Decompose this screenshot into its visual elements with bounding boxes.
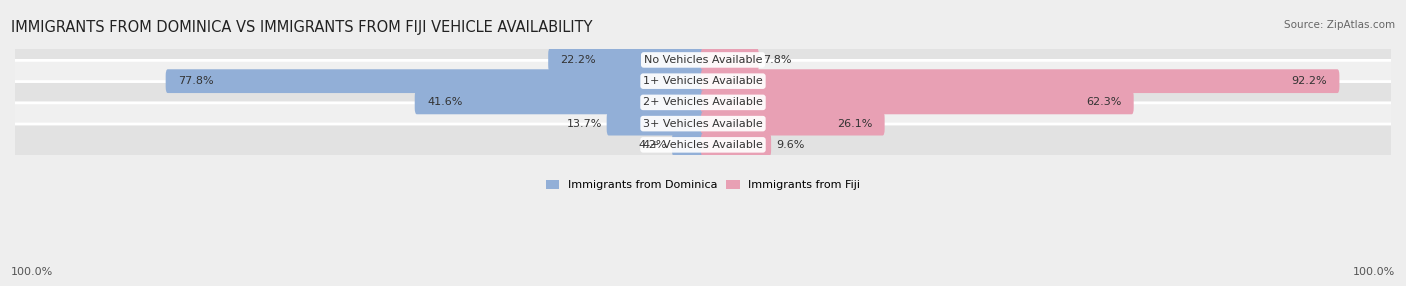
Text: 41.6%: 41.6%: [427, 98, 463, 107]
FancyBboxPatch shape: [702, 112, 884, 136]
FancyBboxPatch shape: [672, 133, 704, 157]
FancyBboxPatch shape: [702, 48, 759, 72]
Text: 77.8%: 77.8%: [179, 76, 214, 86]
Text: 92.2%: 92.2%: [1291, 76, 1327, 86]
FancyBboxPatch shape: [166, 69, 704, 93]
Text: 4.2%: 4.2%: [638, 140, 668, 150]
Text: 7.8%: 7.8%: [763, 55, 792, 65]
Legend: Immigrants from Dominica, Immigrants from Fiji: Immigrants from Dominica, Immigrants fro…: [541, 175, 865, 194]
FancyBboxPatch shape: [548, 48, 704, 72]
FancyBboxPatch shape: [11, 103, 1395, 144]
FancyBboxPatch shape: [11, 39, 1395, 81]
FancyBboxPatch shape: [606, 112, 704, 136]
Text: 100.0%: 100.0%: [11, 267, 53, 277]
FancyBboxPatch shape: [11, 124, 1395, 166]
Text: Source: ZipAtlas.com: Source: ZipAtlas.com: [1284, 20, 1395, 30]
FancyBboxPatch shape: [11, 60, 1395, 102]
Text: 9.6%: 9.6%: [776, 140, 804, 150]
Text: 2+ Vehicles Available: 2+ Vehicles Available: [643, 98, 763, 107]
Text: 3+ Vehicles Available: 3+ Vehicles Available: [643, 119, 763, 129]
Text: 26.1%: 26.1%: [837, 119, 872, 129]
FancyBboxPatch shape: [415, 90, 704, 114]
FancyBboxPatch shape: [702, 90, 1133, 114]
FancyBboxPatch shape: [702, 133, 770, 157]
Text: 13.7%: 13.7%: [567, 119, 602, 129]
Text: 4+ Vehicles Available: 4+ Vehicles Available: [643, 140, 763, 150]
Text: 1+ Vehicles Available: 1+ Vehicles Available: [643, 76, 763, 86]
Text: 22.2%: 22.2%: [561, 55, 596, 65]
Text: 100.0%: 100.0%: [1353, 267, 1395, 277]
Text: No Vehicles Available: No Vehicles Available: [644, 55, 762, 65]
Text: 62.3%: 62.3%: [1085, 98, 1122, 107]
Text: IMMIGRANTS FROM DOMINICA VS IMMIGRANTS FROM FIJI VEHICLE AVAILABILITY: IMMIGRANTS FROM DOMINICA VS IMMIGRANTS F…: [11, 20, 593, 35]
FancyBboxPatch shape: [11, 82, 1395, 123]
FancyBboxPatch shape: [702, 69, 1340, 93]
